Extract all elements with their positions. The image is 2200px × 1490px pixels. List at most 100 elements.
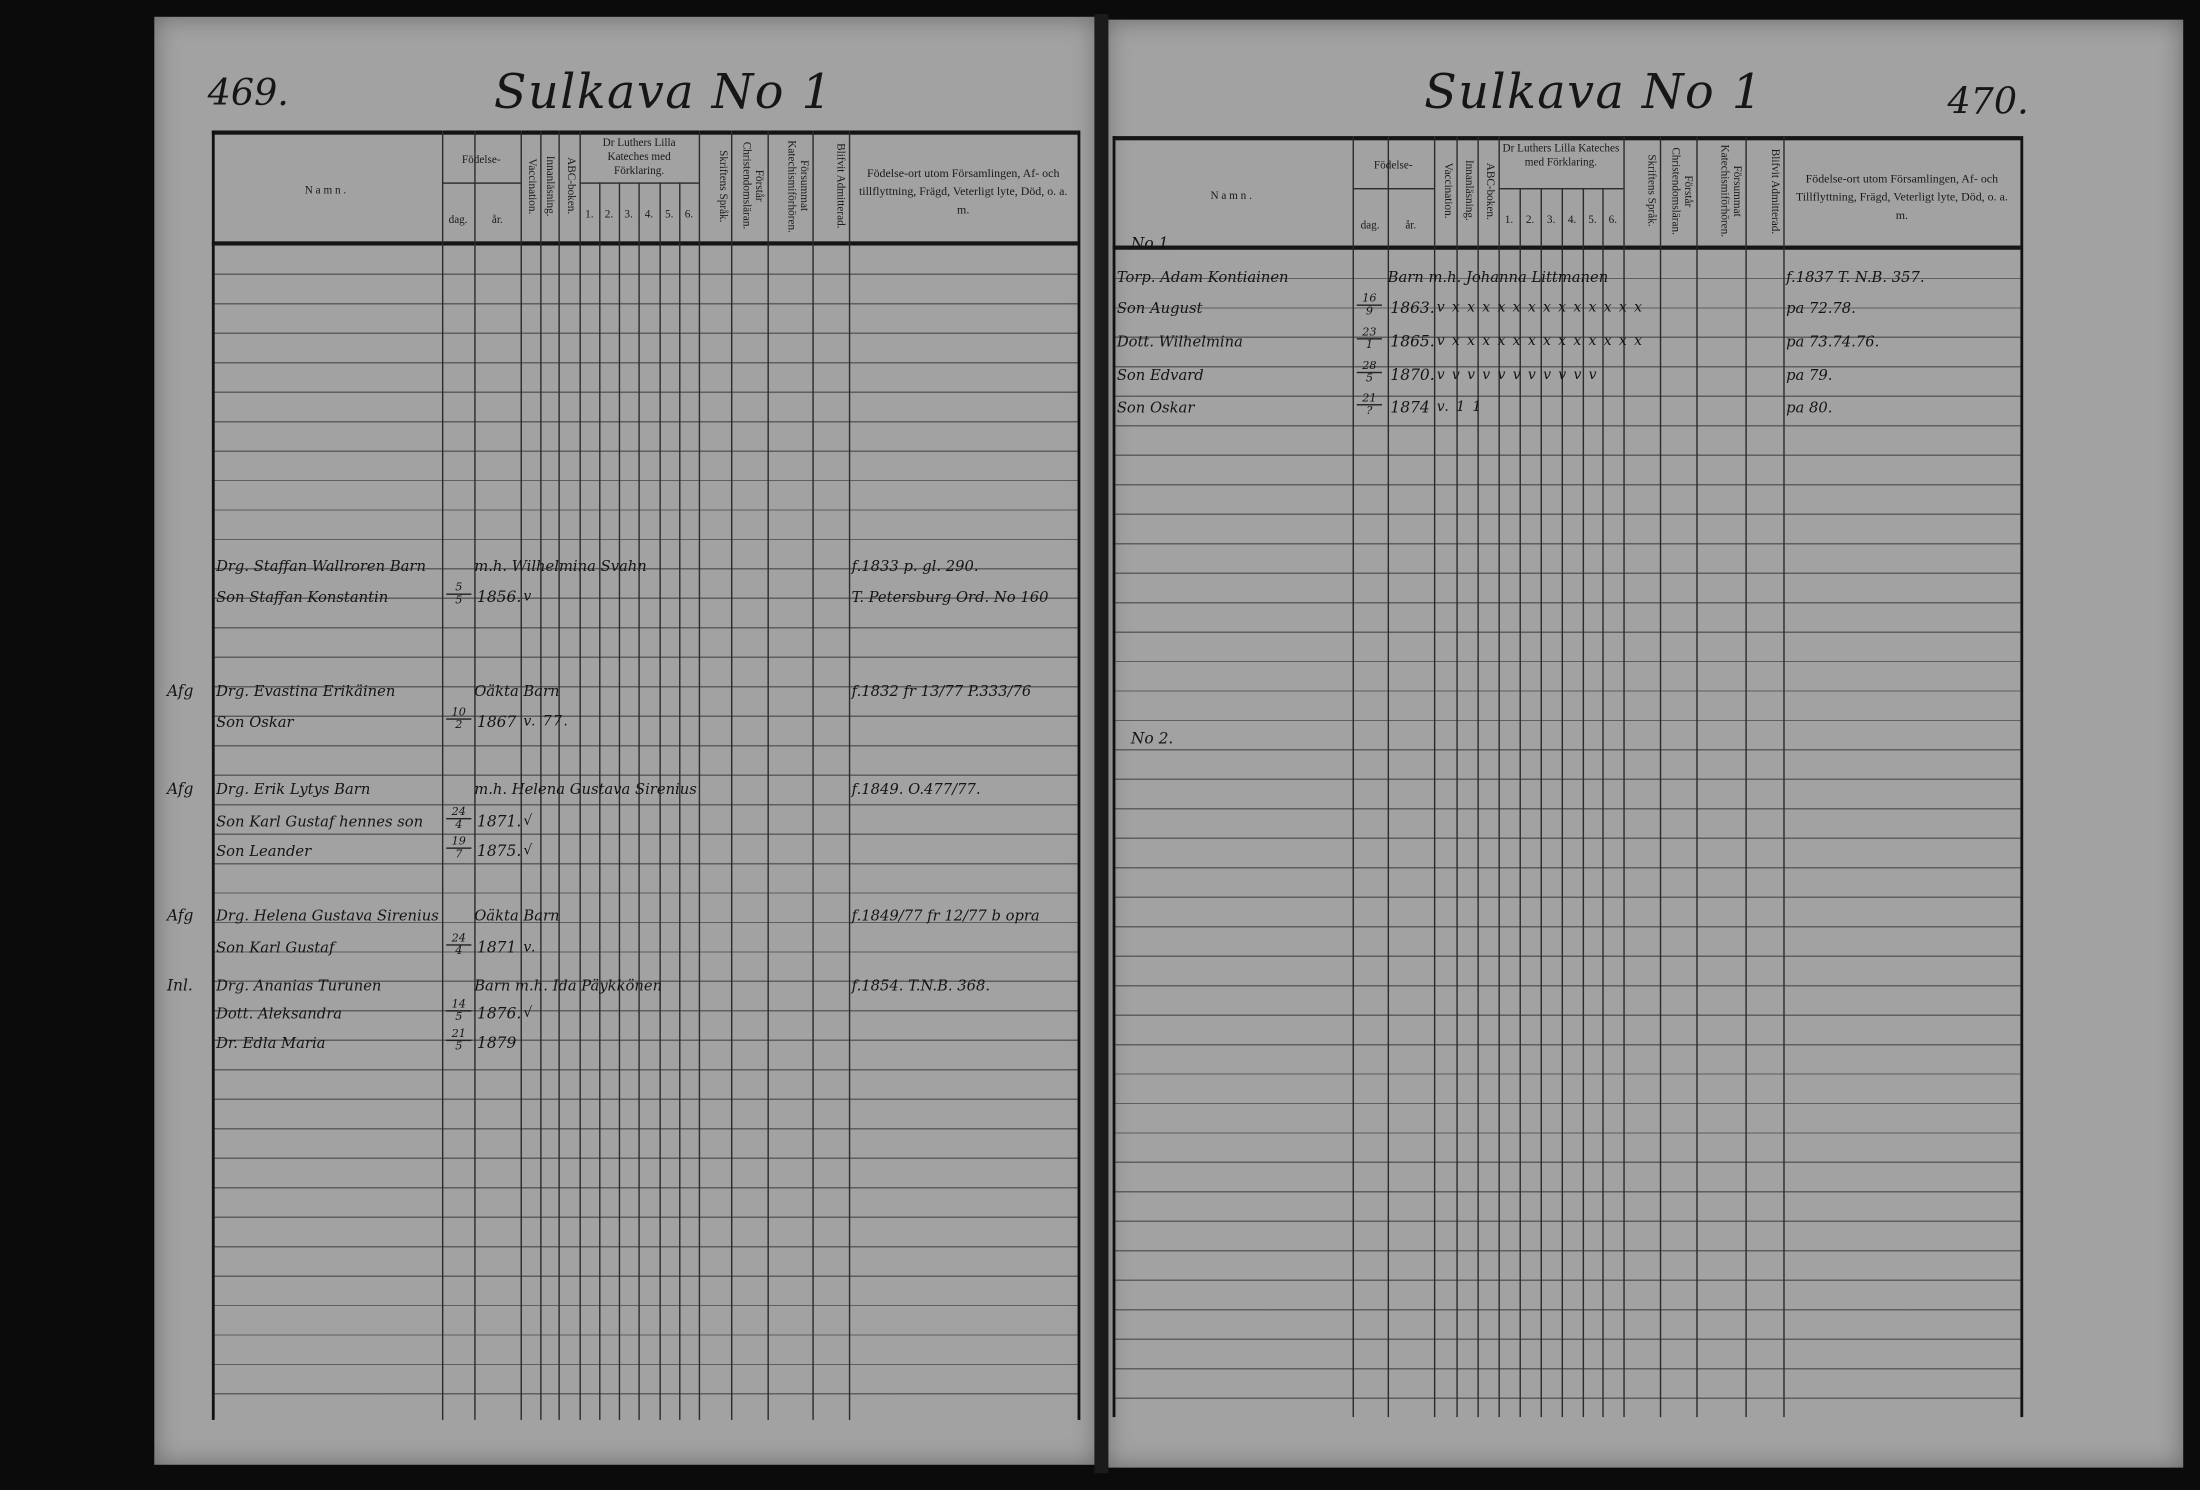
birth-day: 21 <box>1362 391 1377 405</box>
birth-day: 5 <box>455 580 463 594</box>
entry-extra: m.h. Helena Gustava Sirenius <box>474 781 697 799</box>
entry-remark: f.1832 fr 13/77 P.333/76 <box>851 683 1032 701</box>
birth-month: 2 <box>446 718 472 731</box>
entry-remark: f.1849/77 fr 12/77 b opra <box>851 907 1040 925</box>
entry-birth-date: 21 5 <box>446 1028 472 1052</box>
birth-month: 5 <box>446 593 472 606</box>
birth-day: 10 <box>451 705 466 719</box>
left-header-vaccination: Vaccination. <box>526 157 539 214</box>
right-column-rule <box>1696 136 1698 1418</box>
entry-name: Son Oskar <box>1116 399 1195 417</box>
entry-extra: m.h. Wilhelmina Svahn <box>474 558 647 576</box>
entry-birth-date: 28 5 <box>1356 359 1383 385</box>
birth-month: 4 <box>446 817 472 831</box>
right-column-rule <box>1602 188 1604 1418</box>
right-fodelse-subrule <box>1352 188 1434 190</box>
right-header-namn: Namn. <box>1210 189 1255 203</box>
right-page-number: 470. <box>1947 81 2029 124</box>
right-column-rule <box>1659 136 1662 1418</box>
birth-month: 9 <box>1356 304 1383 317</box>
left-header-katekes-col: 3. <box>624 207 633 221</box>
left-column-rule <box>211 130 215 1420</box>
left-header-ar: år. <box>491 213 503 226</box>
right-column-rule <box>1352 136 1354 1418</box>
left-katekes-subrule <box>579 182 699 184</box>
entry-marks: v v v v v v v v v v v <box>1436 367 1598 384</box>
left-header-forstar: Förstår Christendomsläran. <box>740 142 767 230</box>
right-parish-title: Sulkava No 1 <box>1424 64 1764 121</box>
right-header-dag: dag. <box>1360 218 1380 232</box>
left-page-number: 469. <box>207 72 289 116</box>
left-parish-title: Sulkava No 1 <box>493 64 834 121</box>
left-header-katekes-col: 4. <box>644 207 654 221</box>
right-table-top-rule <box>1112 136 2021 141</box>
birth-day: 16 <box>1362 291 1377 305</box>
entry-extra: Oäkta Barn <box>474 907 560 925</box>
left-column-rule <box>698 130 701 1420</box>
entry-birth-date: 10 2 <box>446 705 472 731</box>
entry-name: Drg. Helena Gustava Sirenius <box>216 907 439 925</box>
right-header-bottom-rule <box>1112 245 2021 250</box>
left-table-top-rule <box>211 130 1078 135</box>
birth-day: 28 <box>1362 359 1377 372</box>
birth-day: 24 <box>451 805 466 818</box>
entry-name: Son Leander <box>216 843 312 861</box>
right-header-innanlasning: Innanläsning. <box>1463 160 1477 222</box>
right-header-katekes-col: 4. <box>1567 213 1577 226</box>
entry-name: Drg. Evastina Erikäinen <box>216 683 396 701</box>
birth-month: 1 <box>1356 338 1383 351</box>
entry-name: Dott. Wilhelmina <box>1116 333 1243 351</box>
entry-marks: v. <box>523 940 537 956</box>
entry-name: Son Karl Gustaf <box>216 940 335 957</box>
right-column-rule <box>1540 188 1542 1418</box>
entry-birth-year: 1867 <box>477 712 517 731</box>
entry-marks: √ <box>523 843 534 859</box>
right-column-rule <box>1623 136 1625 1418</box>
left-fodelse-subrule <box>441 182 521 184</box>
left-column-rule <box>441 130 444 1420</box>
right-header-katekes-col: 1. <box>1504 213 1514 226</box>
right-katekes-subrule <box>1498 188 1624 190</box>
right-header-katekes: Dr Luthers Lilla Kateches med Förklaring… <box>1502 141 1620 169</box>
left-column-rule <box>540 130 542 1420</box>
right-column-rule <box>1498 136 1500 1418</box>
birth-month: 5 <box>446 1010 472 1023</box>
right-column-rule <box>1519 188 1521 1418</box>
left-header-innanlasning: Innanläsning. <box>544 155 558 217</box>
left-header-katekes-col: 2. <box>604 207 614 221</box>
entry-remark: f.1837 T. N.B. 357. <box>1786 269 1925 287</box>
entry-extra: Barn m.h. Johanna Littmanen <box>1387 269 1609 287</box>
right-header-blifvit: Blifvit Admitterad. <box>1769 148 1782 234</box>
left-header-bottom-rule <box>211 241 1078 246</box>
right-column-rule <box>1387 136 1390 1418</box>
entry-marks: v x x x x x x x x x x x x x <box>1436 300 1644 316</box>
birth-day: 19 <box>451 834 466 848</box>
right-header-skriftens-sprak: Skriftens Språk. <box>1645 154 1659 227</box>
right-column-rule <box>2020 136 2024 1418</box>
birth-day: 14 <box>451 997 466 1011</box>
section-label-no1: No 1. <box>1130 234 1174 253</box>
left-column-rule <box>558 130 560 1420</box>
left-column-rule <box>520 130 522 1420</box>
entry-remark: f.1849. O.477/77. <box>851 781 981 799</box>
entry-marks: √ <box>523 813 534 830</box>
birth-month: 5 <box>1356 371 1383 385</box>
left-column-rule <box>618 182 621 1420</box>
right-column-rule <box>1112 136 1116 1418</box>
entry-birth-year: 1871 <box>477 938 517 957</box>
entry-extra: Oäkta Barn <box>474 683 560 701</box>
left-header-katekes-col: 5. <box>665 207 674 221</box>
entry-marks: v x x x x x x x x x x x x x <box>1436 333 1644 350</box>
birth-day: 24 <box>451 931 466 945</box>
entry-birth-year: 1871. <box>477 812 522 831</box>
entry-birth-year: 1863. <box>1390 298 1435 318</box>
entry-remark: f.1833 p. gl. 290. <box>851 558 979 576</box>
birth-day: 23 <box>1362 325 1377 339</box>
entry-birth-date: 24 4 <box>446 805 472 831</box>
left-header-dag: dag. <box>448 213 468 226</box>
entry-remark: pa 73.74.76. <box>1786 333 1880 351</box>
left-column-rule <box>679 182 681 1420</box>
entry-marks: v <box>523 589 533 605</box>
left-column-rule <box>599 182 601 1420</box>
right-column-rule <box>1582 188 1585 1418</box>
